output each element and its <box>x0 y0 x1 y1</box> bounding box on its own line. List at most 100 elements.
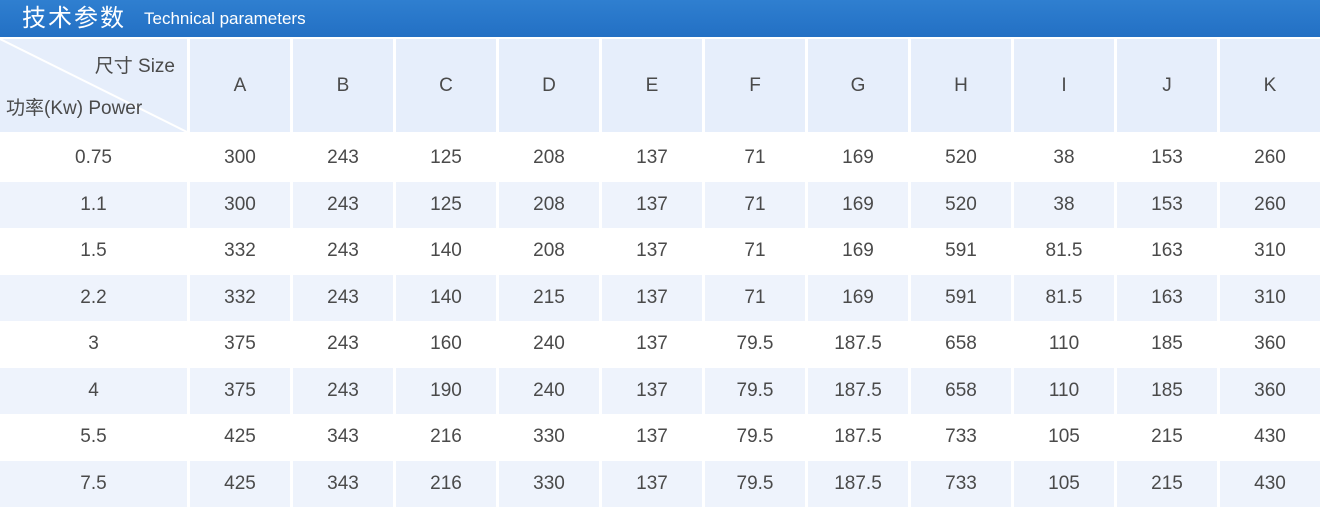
value-cell: 215 <box>499 274 602 321</box>
value-cell: 169 <box>808 274 911 321</box>
value-cell: 300 <box>190 135 293 182</box>
value-cell: 169 <box>808 228 911 275</box>
power-cell: 7.5 <box>0 460 190 507</box>
value-cell: 38 <box>1014 135 1117 182</box>
value-cell: 243 <box>293 181 396 228</box>
value-cell: 591 <box>911 274 1014 321</box>
table-body: 0.75 300 243 125 208 137 71 169 520 38 153 260 1.1 30… <box>0 135 1320 507</box>
value-cell: 169 <box>808 181 911 228</box>
value-cell: 81.5 <box>1014 228 1117 275</box>
column-header: B <box>293 39 396 135</box>
value-cell: 310 <box>1220 228 1320 275</box>
value-cell: 81.5 <box>1014 274 1117 321</box>
value-cell: 260 <box>1220 181 1320 228</box>
column-header: K <box>1220 39 1320 135</box>
value-cell: 208 <box>499 135 602 182</box>
column-header: E <box>602 39 705 135</box>
value-cell: 243 <box>293 228 396 275</box>
value-cell: 163 <box>1117 274 1220 321</box>
value-cell: 79.5 <box>705 367 808 414</box>
table-row: 1.1 300 243 125 208 137 71 169 520 38 153 260 <box>0 181 1320 228</box>
value-cell: 215 <box>1117 414 1220 461</box>
value-cell: 110 <box>1014 321 1117 368</box>
value-cell: 240 <box>499 367 602 414</box>
power-cell: 4 <box>0 367 190 414</box>
column-header: C <box>396 39 499 135</box>
diagonal-divider <box>0 39 187 132</box>
value-cell: 332 <box>190 228 293 275</box>
value-cell: 243 <box>293 135 396 182</box>
value-cell: 520 <box>911 135 1014 182</box>
value-cell: 243 <box>293 274 396 321</box>
size-label: 尺寸 Size <box>94 56 175 77</box>
value-cell: 187.5 <box>808 367 911 414</box>
value-cell: 343 <box>293 460 396 507</box>
value-cell: 187.5 <box>808 460 911 507</box>
value-cell: 71 <box>705 274 808 321</box>
table-row: 5.5 425 343 216 330 137 79.5 187.5 733 105 215 430 <box>0 414 1320 461</box>
column-header: H <box>911 39 1014 135</box>
value-cell: 260 <box>1220 135 1320 182</box>
value-cell: 216 <box>396 414 499 461</box>
table-row: 2.2 332 243 140 215 137 71 169 591 81.5 163 310 <box>0 274 1320 321</box>
value-cell: 137 <box>602 135 705 182</box>
column-header: A <box>190 39 293 135</box>
value-cell: 125 <box>396 135 499 182</box>
value-cell: 658 <box>911 321 1014 368</box>
value-cell: 243 <box>293 321 396 368</box>
value-cell: 110 <box>1014 367 1117 414</box>
value-cell: 79.5 <box>705 460 808 507</box>
power-cell: 0.75 <box>0 135 190 182</box>
value-cell: 169 <box>808 135 911 182</box>
value-cell: 591 <box>911 228 1014 275</box>
value-cell: 332 <box>190 274 293 321</box>
value-cell: 137 <box>602 274 705 321</box>
value-cell: 216 <box>396 460 499 507</box>
value-cell: 105 <box>1014 414 1117 461</box>
value-cell: 360 <box>1220 367 1320 414</box>
value-cell: 215 <box>1117 460 1220 507</box>
value-cell: 520 <box>911 181 1014 228</box>
value-cell: 330 <box>499 414 602 461</box>
power-cell: 2.2 <box>0 274 190 321</box>
value-cell: 733 <box>911 460 1014 507</box>
value-cell: 71 <box>705 181 808 228</box>
value-cell: 187.5 <box>808 321 911 368</box>
value-cell: 137 <box>602 460 705 507</box>
value-cell: 310 <box>1220 274 1320 321</box>
title-bar: 技术参数 Technical parameters <box>0 0 1320 37</box>
technical-parameters-table: 尺寸 Size 功率(Kw) Power A B C D E F G H I J… <box>0 39 1320 507</box>
table-row: 3 375 243 160 240 137 79.5 187.5 658 110 185 360 <box>0 321 1320 368</box>
table-row: 7.5 425 343 216 330 137 79.5 187.5 733 105 215 430 <box>0 460 1320 507</box>
value-cell: 140 <box>396 274 499 321</box>
value-cell: 187.5 <box>808 414 911 461</box>
value-cell: 137 <box>602 321 705 368</box>
value-cell: 71 <box>705 228 808 275</box>
column-header: I <box>1014 39 1117 135</box>
value-cell: 105 <box>1014 460 1117 507</box>
table-row: 4 375 243 190 240 137 79.5 187.5 658 110 185 360 <box>0 367 1320 414</box>
value-cell: 208 <box>499 181 602 228</box>
table-row: 0.75 300 243 125 208 137 71 169 520 38 153 260 <box>0 135 1320 182</box>
value-cell: 208 <box>499 228 602 275</box>
power-label: 功率(Kw) Power <box>6 98 143 119</box>
value-cell: 185 <box>1117 321 1220 368</box>
value-cell: 137 <box>602 181 705 228</box>
value-cell: 71 <box>705 135 808 182</box>
value-cell: 160 <box>396 321 499 368</box>
value-cell: 240 <box>499 321 602 368</box>
value-cell: 430 <box>1220 460 1320 507</box>
value-cell: 430 <box>1220 414 1320 461</box>
value-cell: 137 <box>602 228 705 275</box>
value-cell: 153 <box>1117 181 1220 228</box>
value-cell: 658 <box>911 367 1014 414</box>
title-chinese: 技术参数 <box>22 5 126 32</box>
column-header: D <box>499 39 602 135</box>
value-cell: 185 <box>1117 367 1220 414</box>
power-cell: 1.5 <box>0 228 190 275</box>
power-cell: 1.1 <box>0 181 190 228</box>
title-english: Technical parameters <box>144 9 306 28</box>
value-cell: 163 <box>1117 228 1220 275</box>
value-cell: 375 <box>190 321 293 368</box>
value-cell: 425 <box>190 460 293 507</box>
